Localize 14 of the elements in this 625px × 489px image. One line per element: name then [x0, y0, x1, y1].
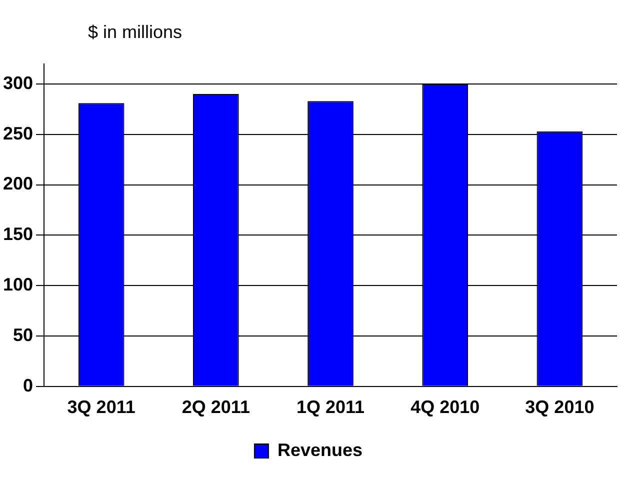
- y-tick-label: 200: [2, 174, 34, 194]
- x-tick-label: 4Q 2010: [410, 397, 480, 418]
- x-tick-label: 2Q 2011: [182, 397, 250, 418]
- y-tick-label: 150: [2, 224, 34, 244]
- y-tick-label: 100: [2, 274, 34, 295]
- y-axis-title: $ in millions: [88, 22, 182, 43]
- y-tick-label: 0: [23, 375, 34, 396]
- y-tick-label: 250: [2, 123, 34, 144]
- legend-label: Revenues: [277, 440, 363, 460]
- y-tick-label: 300: [2, 72, 34, 93]
- x-tick-label: 1Q 2011: [296, 397, 365, 418]
- x-tick-label: 3Q 2010: [525, 397, 594, 418]
- x-tick-label: 3Q 2011: [67, 397, 136, 418]
- y-tick-label: 50: [13, 324, 34, 345]
